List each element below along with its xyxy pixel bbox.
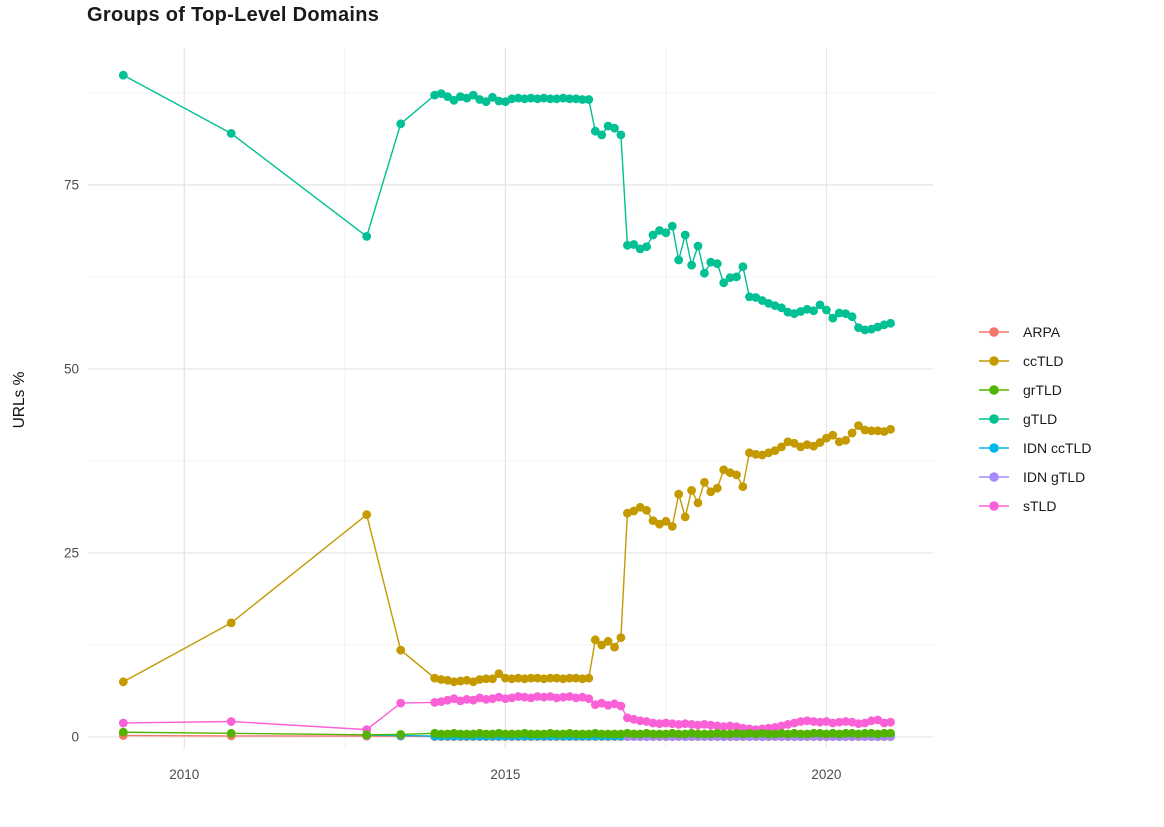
legend-key-icon xyxy=(979,356,1009,366)
legend-item-label: gTLD xyxy=(1023,411,1058,427)
legend-item-label: sTLD xyxy=(1023,498,1057,514)
series-cctld xyxy=(118,421,895,687)
legend-item-arpa: ARPA xyxy=(978,322,1091,342)
legend-item-label: IDN ccTLD xyxy=(1023,440,1092,456)
y-axis-ticks: 0 25 50 75 xyxy=(64,177,79,744)
legend-key-icon xyxy=(979,443,1009,453)
series-stld xyxy=(118,692,895,734)
legend-item-stld: sTLD xyxy=(978,496,1091,516)
legend-item-gtld: gTLD xyxy=(978,409,1091,429)
y-tick-label: 0 xyxy=(71,730,79,745)
legend-item-label: grTLD xyxy=(1023,382,1062,398)
legend-item-idn-cctld: IDN ccTLD xyxy=(978,438,1091,458)
y-tick-label: 50 xyxy=(64,361,79,376)
legend-key-icon xyxy=(979,327,1009,337)
legend-item-cctld: ccTLD xyxy=(978,351,1091,371)
legend-item-label: ARPA xyxy=(1023,324,1061,340)
legend: ARPA ccTLD grTLD gTLD IDN ccTLD IDN gTLD sTLD xyxy=(978,322,1091,525)
legend-item-label: ccTLD xyxy=(1023,353,1064,369)
legend-item-grtld: grTLD xyxy=(978,380,1091,400)
legend-item-idn-gtld: IDN gTLD xyxy=(978,467,1091,487)
chart-title: Groups of Top-Level Domains xyxy=(87,4,380,26)
y-tick-label: 75 xyxy=(64,177,79,192)
x-tick-label: 2015 xyxy=(490,767,520,782)
x-tick-label: 2010 xyxy=(169,767,199,782)
legend-key-icon xyxy=(979,472,1009,482)
y-axis-label: URLs % xyxy=(11,371,28,428)
y-tick-label: 25 xyxy=(64,545,79,560)
gridlines-minor xyxy=(88,48,933,748)
legend-key-icon xyxy=(979,501,1009,511)
legend-key-icon xyxy=(979,414,1009,424)
x-tick-label: 2020 xyxy=(811,767,841,782)
x-axis-ticks: 2010 2015 2020 xyxy=(169,767,841,782)
legend-item-label: IDN gTLD xyxy=(1023,469,1086,485)
series-grtld xyxy=(118,727,895,740)
series-gtld xyxy=(118,70,895,335)
legend-key-icon xyxy=(979,385,1009,395)
gridlines-major xyxy=(88,48,933,748)
